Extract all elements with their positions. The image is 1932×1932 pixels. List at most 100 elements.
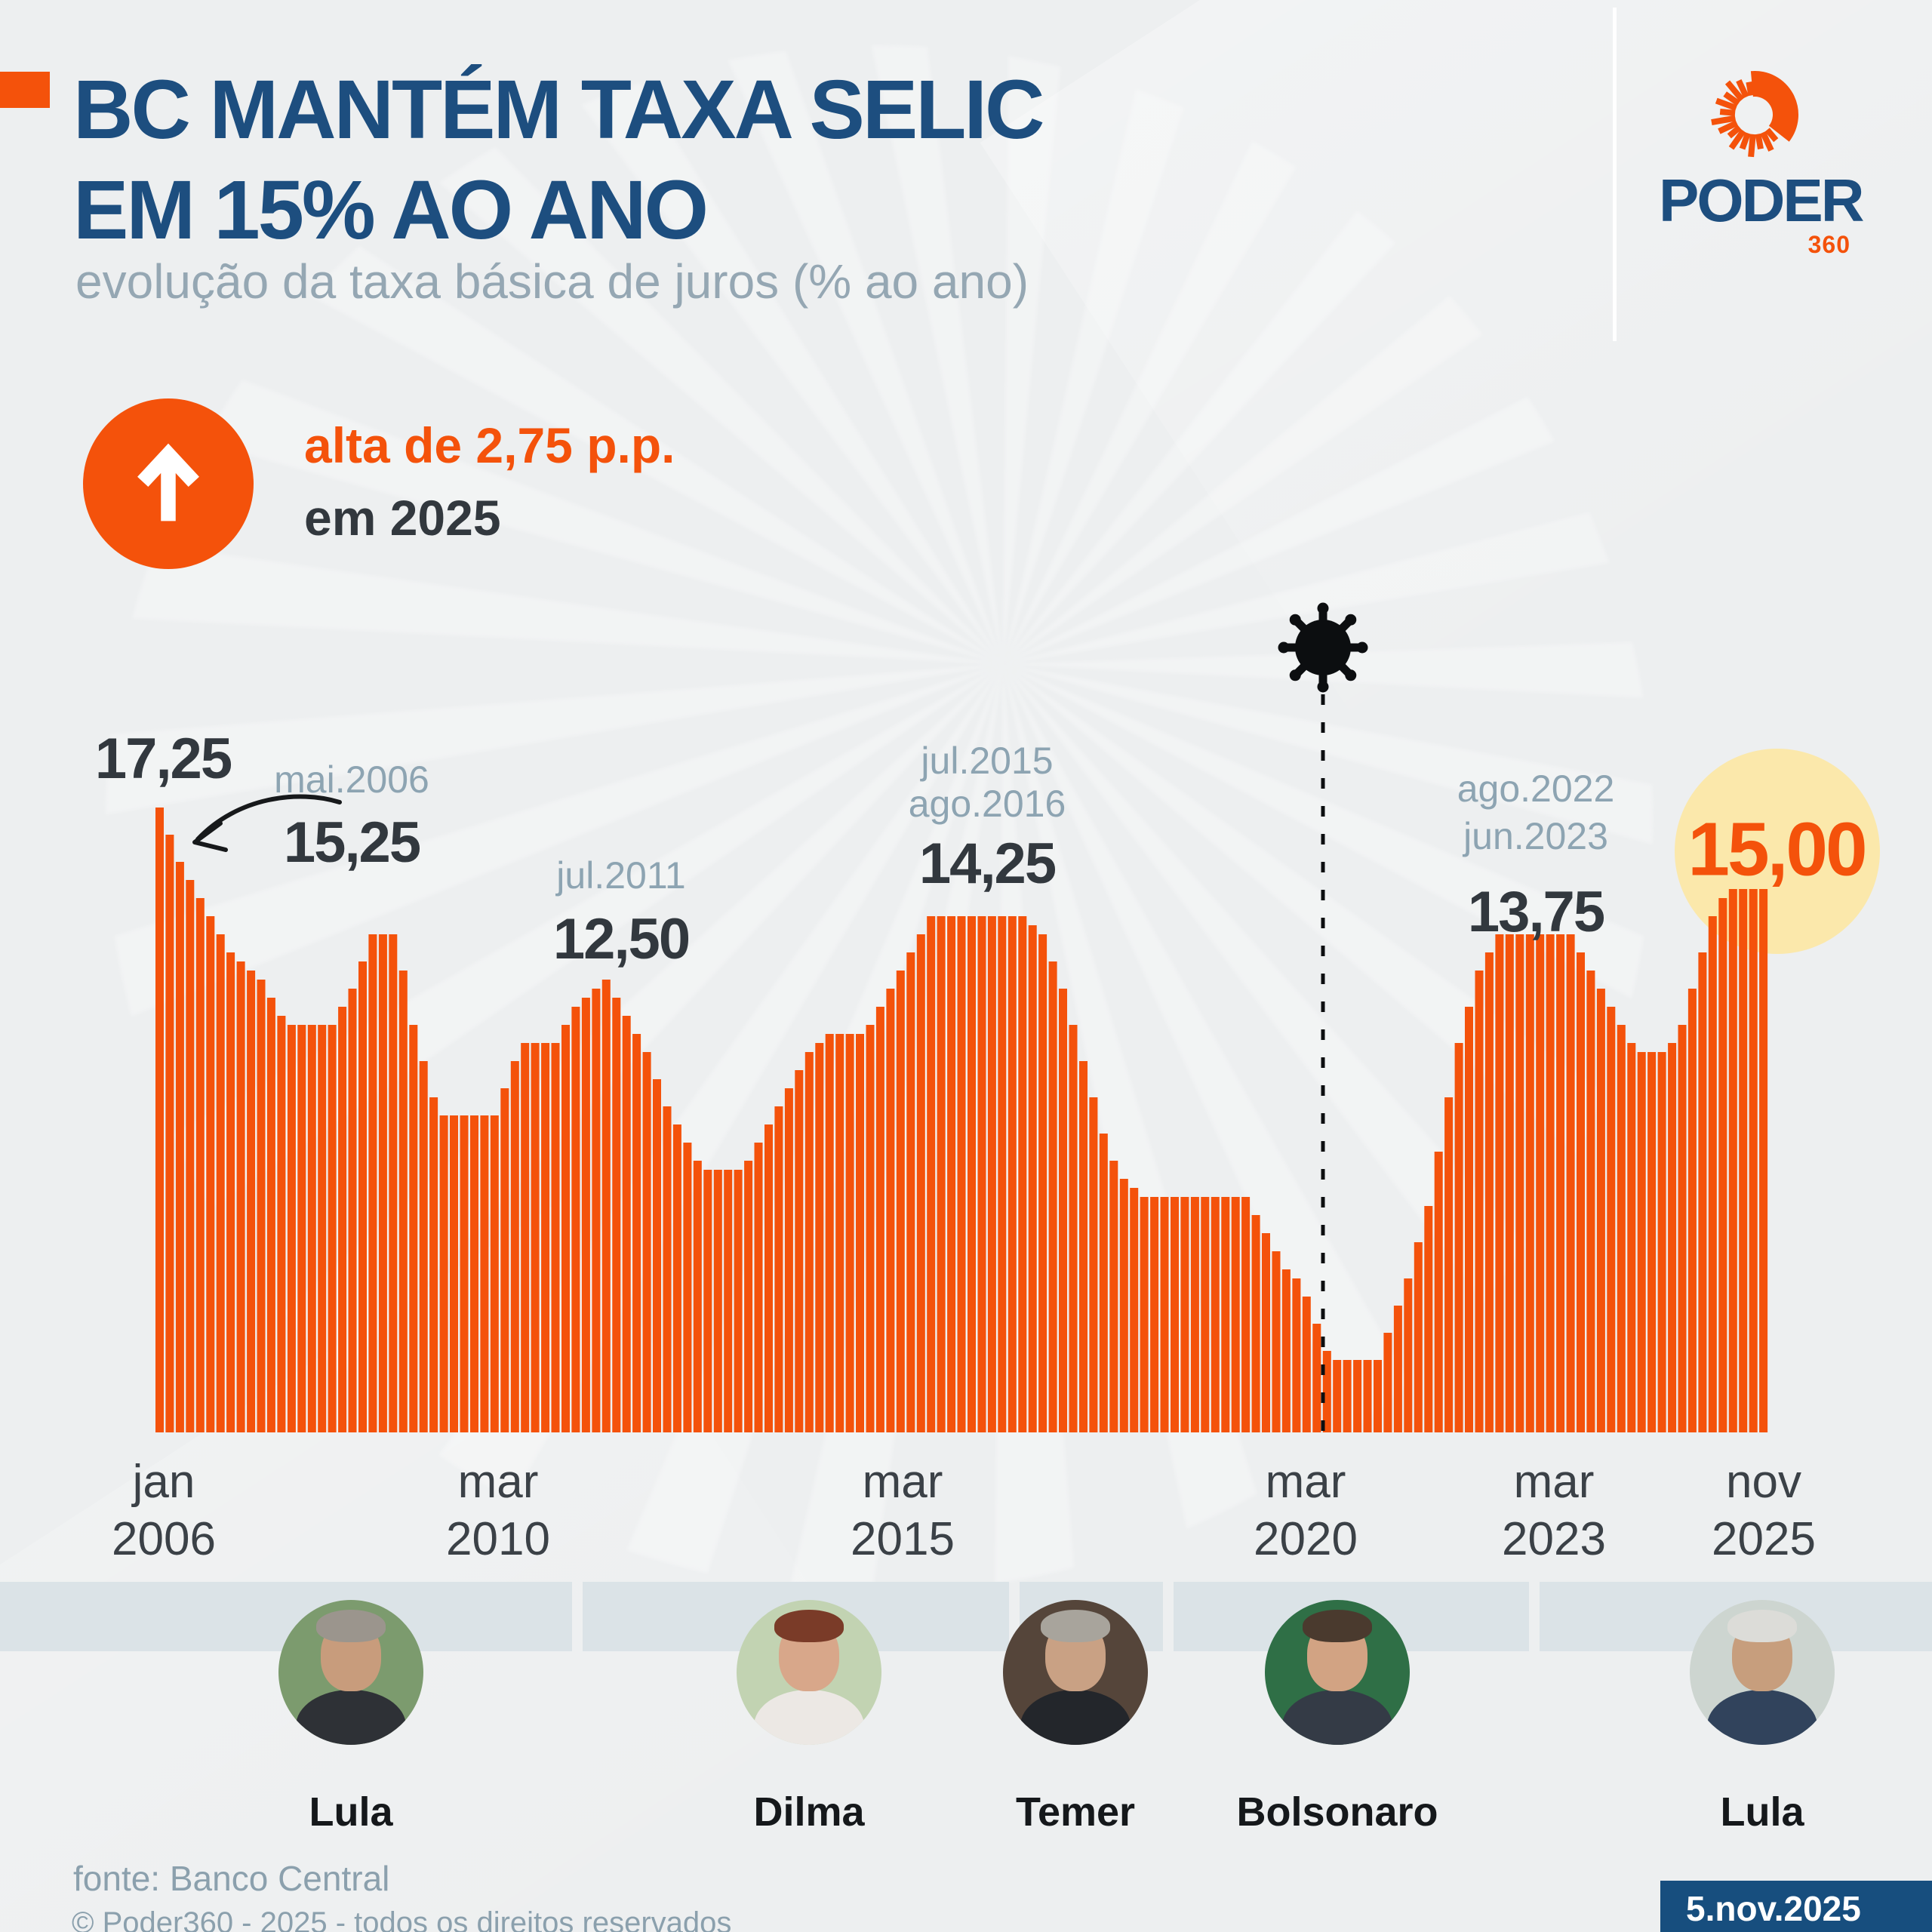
selic-bar — [592, 989, 601, 1432]
annotation-date: jul.2011 — [556, 854, 686, 897]
selic-bar — [1272, 1251, 1281, 1432]
selic-bar — [307, 1025, 316, 1432]
selic-bar — [724, 1170, 733, 1432]
selic-bar — [561, 1025, 570, 1432]
selic-bar — [1728, 889, 1737, 1432]
selic-bar — [1140, 1197, 1149, 1432]
selic-bar — [1363, 1360, 1372, 1432]
selic-bar — [968, 916, 976, 1432]
selic-bar — [521, 1043, 530, 1432]
selic-bar — [1109, 1161, 1118, 1432]
selic-bar — [480, 1115, 489, 1432]
selic-bar — [338, 1007, 347, 1432]
selic-bar — [1637, 1052, 1646, 1432]
selic-bar — [1414, 1242, 1423, 1432]
selic-bar — [1465, 1007, 1473, 1432]
annotation-date: jun.2023 — [1463, 815, 1608, 857]
selic-bar — [653, 1079, 661, 1432]
selic-bar — [1577, 952, 1585, 1432]
selic-bar — [175, 862, 184, 1432]
selic-bar — [622, 1016, 631, 1432]
selic-bar — [1059, 989, 1067, 1432]
selic-bar — [1119, 1179, 1128, 1432]
selic-bar — [774, 1106, 783, 1432]
corner-accent — [0, 72, 50, 108]
page-subtitle: evolução da taxa básica de juros (% ao a… — [75, 254, 1029, 309]
annotation-value: 15,25 — [283, 811, 421, 875]
president-item: Bolsonaro — [1236, 1600, 1438, 1835]
selic-bar — [1150, 1197, 1159, 1432]
selic-bar — [216, 934, 225, 1432]
selic-bar — [1048, 961, 1057, 1432]
selic-bar — [1434, 1152, 1443, 1432]
page-title-line1: BC MANTÉM TAXA SELIC — [73, 63, 1044, 156]
selic-bar — [378, 934, 387, 1432]
selic-bar — [663, 1106, 672, 1432]
selic-bar — [1079, 1061, 1088, 1432]
selic-bar — [1008, 916, 1017, 1432]
selic-bar — [683, 1143, 692, 1432]
selic-bar — [601, 980, 611, 1432]
selic-bar — [875, 1007, 884, 1432]
president-name: Bolsonaro — [1236, 1789, 1438, 1835]
up-arrow-badge — [83, 398, 254, 569]
logo-wordmark: PODER — [1659, 167, 1865, 234]
publication-date: 5.nov.2025 — [1686, 1889, 1861, 1928]
selic-bar — [1484, 952, 1494, 1432]
president-photo-lula — [1690, 1600, 1835, 1745]
page-title-line2: EM 15% AO ANO — [73, 164, 709, 257]
selic-bar — [389, 934, 398, 1432]
selic-bar — [1404, 1278, 1413, 1432]
selic-bar — [1089, 1097, 1098, 1432]
annotation-value: 12,50 — [552, 907, 691, 971]
selic-bar — [247, 971, 256, 1432]
selic-bar — [906, 952, 915, 1432]
selic-bar — [896, 971, 905, 1432]
selic-bar — [1668, 1043, 1677, 1432]
selic-bar — [1739, 889, 1748, 1432]
x-axis-label: mar 2015 — [851, 1456, 955, 1565]
x-axis-label: mar 2020 — [1254, 1456, 1358, 1565]
selic-bar — [947, 916, 956, 1432]
selic-bar — [845, 1034, 854, 1432]
president-name: Dilma — [753, 1789, 865, 1835]
x-axis-label: jan 2006 — [112, 1456, 216, 1565]
selic-bar — [1231, 1197, 1240, 1432]
selic-bar — [1160, 1197, 1169, 1432]
selic-bar — [297, 1025, 306, 1432]
copyright-text: © Poder360 - 2025 - todos os direitos re… — [72, 1906, 732, 1932]
selic-bar — [1302, 1297, 1311, 1432]
annotation-value: 13,75 — [1467, 880, 1605, 944]
selic-bar — [977, 916, 986, 1432]
selic-bar — [927, 916, 936, 1432]
president-name: Lula — [1720, 1789, 1804, 1835]
selic-bar — [419, 1061, 428, 1432]
selic-bar — [744, 1161, 753, 1432]
selic-bar — [866, 1025, 875, 1432]
selic-bar — [460, 1115, 469, 1432]
x-axis-label: mar 2010 — [446, 1456, 550, 1565]
selic-bar — [1221, 1197, 1230, 1432]
source-text: fonte: Banco Central — [73, 1859, 390, 1898]
president-item: Lula — [278, 1600, 423, 1835]
selic-bar — [1171, 1197, 1179, 1432]
selic-bar — [1525, 934, 1534, 1432]
selic-bar — [328, 1025, 337, 1432]
selic-bar — [409, 1025, 418, 1432]
selic-bar — [1759, 889, 1768, 1432]
selic-bar — [1586, 971, 1595, 1432]
selic-bar — [886, 989, 895, 1432]
selic-bar — [815, 1043, 824, 1432]
selic-bar — [581, 998, 590, 1432]
x-axis-label: nov 2025 — [1712, 1456, 1816, 1565]
selic-bar — [693, 1161, 702, 1432]
selic-bar — [1069, 1025, 1078, 1432]
selic-bar — [1262, 1233, 1270, 1432]
selic-bar — [1454, 1043, 1463, 1432]
president-photo-temer — [1003, 1600, 1148, 1745]
poder360-sunburst-icon — [1711, 70, 1799, 158]
selic-bar — [764, 1124, 773, 1432]
selic-bar — [703, 1170, 712, 1432]
callout-year-text: em 2025 — [304, 490, 501, 546]
